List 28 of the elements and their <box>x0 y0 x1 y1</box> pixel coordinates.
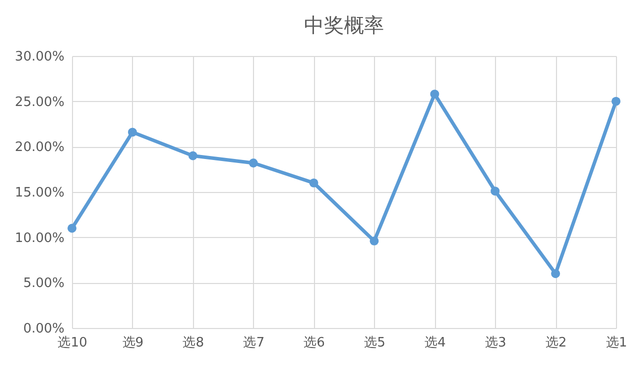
point <box>188 151 198 160</box>
x-tick-label: 选5 <box>364 336 386 350</box>
x-tick-label: 选7 <box>243 336 264 350</box>
x-tick-label: 选9 <box>122 336 144 350</box>
y-tick-label: 5.00% <box>23 276 64 292</box>
y-tick-label: 30.00% <box>14 50 64 64</box>
x-tick-label: 选6 <box>304 336 325 350</box>
point <box>490 186 500 196</box>
point <box>68 224 76 233</box>
point <box>128 128 137 137</box>
point <box>551 269 560 278</box>
point <box>612 96 620 106</box>
y-tick-label: 25.00% <box>14 94 64 110</box>
y-tick-label: 20.00% <box>14 140 64 156</box>
point <box>430 90 440 99</box>
x-tick-label: 选2 <box>545 336 567 350</box>
x-tick-label: 选8 <box>182 336 204 350</box>
x-tick-label: 选1 <box>606 336 628 350</box>
point <box>248 158 258 168</box>
y-tick-label: 0.00% <box>23 322 64 336</box>
y-tick-label: 10.00% <box>14 230 64 246</box>
point <box>309 178 318 188</box>
chart-title: 中奖概率 <box>304 13 384 37</box>
x-tick-label: 选4 <box>424 336 446 350</box>
x-tick-label: 选10 <box>58 336 88 350</box>
x-tick-label: 选3 <box>484 336 506 350</box>
point <box>370 236 379 246</box>
y-tick-label: 15.00% <box>14 186 64 200</box>
